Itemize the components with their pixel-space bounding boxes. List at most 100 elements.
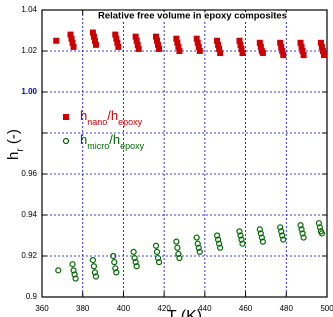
data-point [113,269,120,276]
y-tick-label: 0.96 [21,169,37,178]
legend-marker [63,114,69,120]
data-point [155,259,163,266]
data-point [279,232,286,239]
legend-subscript: micro [87,141,109,151]
data-point [258,234,265,241]
data-point [299,48,306,54]
data-point [318,43,325,50]
data-point [114,39,121,46]
data-point [237,41,244,48]
legend-label: hnano/hepoxy [80,108,143,127]
data-point [156,45,163,52]
legend-text: h [80,132,87,147]
data-point [217,244,224,251]
data-point [300,234,307,241]
x-tick-label: 500 [320,304,333,313]
x-tick-label: 460 [239,304,253,313]
data-point [173,238,180,245]
data-point [175,250,182,258]
legend-text: /h [107,108,118,123]
data-point [67,31,74,38]
y-tick-label: 1.04 [21,5,37,14]
data-point [256,226,263,233]
data-point [319,48,326,54]
data-point [297,39,304,46]
chart-title: Relative free volume in epoxy composites [98,11,287,22]
data-point [91,37,98,44]
data-point [69,39,76,46]
data-point [214,37,221,44]
data-point [53,37,60,44]
legend-subscript: epoxy [118,117,143,127]
data-point [299,230,306,237]
data-point [155,41,162,48]
data-point [70,267,77,274]
data-point [153,33,159,40]
data-point [193,234,200,241]
data-point [175,43,182,50]
y-tick-label: 0.92 [21,251,37,260]
data-point [194,240,201,247]
data-point [297,222,304,229]
data-point [195,43,202,50]
x-tick-label: 420 [157,304,171,313]
data-point [174,244,181,251]
data-point [259,238,266,245]
data-point [135,45,142,52]
data-point [72,275,79,282]
data-point [89,257,96,264]
data-point [131,254,138,262]
y-tick-label: 1.00 [21,87,37,96]
legend-text: /h [109,132,120,147]
data-point [195,244,202,251]
data-point [257,43,264,50]
legend-marker [62,137,70,145]
data-point [112,31,119,38]
data-point [194,39,201,46]
data-point [89,29,96,36]
data-point [115,43,122,50]
plot-area [42,10,327,297]
data-point [238,236,245,243]
data-point [280,52,287,59]
data-point [277,39,284,46]
data-point [68,35,75,42]
data-point [256,39,263,46]
y-label-text: (-) [5,129,22,148]
data-point [278,228,285,235]
y-axis-label: hr (-) [5,129,26,160]
x-tick-label: 400 [117,304,131,313]
data-point [55,267,62,274]
data-point [316,224,323,231]
x-tick-label: 480 [280,304,294,313]
data-point [154,37,161,44]
data-point [216,45,223,52]
data-point [133,263,140,270]
data-point [130,248,137,255]
data-point [153,248,161,255]
legend-text: h [80,108,87,123]
data-point [71,271,78,278]
data-point [300,52,307,59]
data-point [90,33,97,40]
data-point [92,273,100,280]
data-point [174,39,181,46]
data-point [259,50,266,57]
data-point [277,224,284,231]
data-point [278,43,285,50]
y-tick-label: 0.9 [26,292,38,301]
data-point [213,232,221,239]
data-point [193,35,200,42]
data-point [154,254,162,262]
x-tick-label: 440 [198,304,212,313]
data-point [113,35,120,42]
data-point [239,50,246,57]
data-point [70,43,77,50]
plot-frame [41,9,328,298]
data-point [236,37,243,44]
y-tick-label: 0.94 [21,210,37,219]
data-point [215,41,222,48]
data-point [133,37,140,44]
data-point [280,236,287,243]
